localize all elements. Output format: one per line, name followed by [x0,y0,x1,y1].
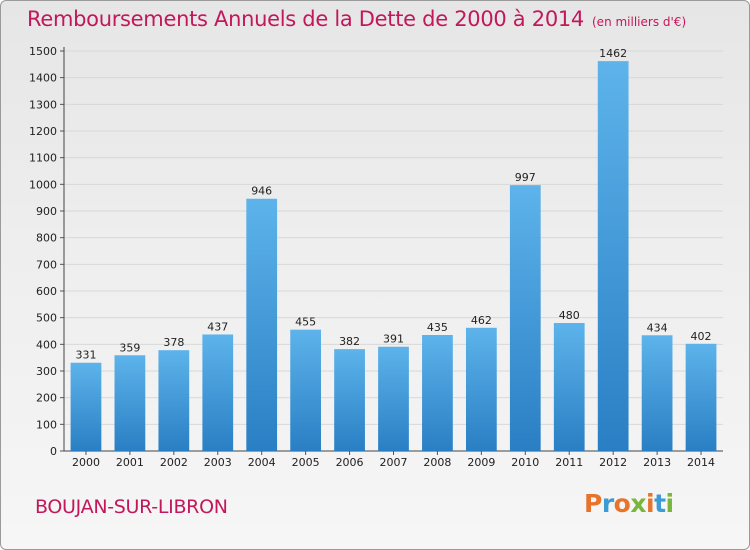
bar [70,362,102,451]
y-tick-label: 800 [36,232,57,245]
bar [685,343,717,451]
y-tick-label: 0 [50,445,57,458]
x-tick-label: 2000 [72,456,100,469]
logo-letter: r [601,489,614,518]
y-tick-label: 1400 [29,72,57,85]
bar [378,346,409,451]
bar [334,349,365,451]
bar [158,350,190,451]
y-tick-label: 100 [36,418,57,431]
y-tick-label: 400 [36,338,57,351]
x-tick-label: 2012 [599,456,627,469]
logo-letter: i [646,489,655,518]
chart-subtitle: (en milliers d'€) [592,15,687,29]
x-tick-label: 2003 [204,456,232,469]
data-label: 997 [515,171,536,184]
data-label: 462 [471,314,492,327]
data-label: 331 [75,349,96,362]
data-label: 435 [427,321,448,334]
x-tick-label: 2011 [555,456,583,469]
data-label: 1462 [599,47,627,60]
data-label: 480 [559,309,580,322]
x-tick-label: 2008 [423,456,451,469]
x-tick-label: 2010 [511,456,539,469]
proxiti-logo[interactable]: Proxiti [584,489,674,518]
y-tick-label: 600 [36,285,57,298]
bar [114,355,146,451]
y-tick-label: 1200 [29,125,57,138]
data-label: 382 [339,335,360,348]
x-tick-label: 2006 [336,456,364,469]
y-tick-label: 1000 [29,178,57,191]
y-tick-label: 900 [36,205,57,218]
bar [553,323,585,451]
x-tick-label: 2013 [643,456,671,469]
bar [509,185,541,451]
city-name: BOUJAN-SUR-LIBRON [35,496,228,518]
y-tick-label: 1300 [29,98,57,111]
logo-letter: P [584,489,602,518]
y-tick-label: 1100 [29,152,57,165]
logo-letter: t [654,489,666,518]
data-label: 455 [295,316,316,329]
title-text: Remboursements Annuels de la Dette de 20… [27,7,584,31]
x-tick-label: 2007 [380,456,408,469]
data-label: 402 [691,330,712,343]
logo-letter: o [613,489,631,518]
data-label: 359 [119,341,140,354]
y-tick-label: 300 [36,365,57,378]
bar [465,327,497,451]
x-tick-label: 2005 [292,456,320,469]
data-label: 946 [251,185,272,198]
data-label: 391 [383,333,404,346]
data-label: 437 [207,320,228,333]
x-tick-label: 2009 [467,456,495,469]
data-label: 434 [647,321,668,334]
x-tick-label: 2014 [687,456,715,469]
bar [246,198,278,451]
bar [202,334,234,451]
bar [290,329,322,451]
bar [641,335,673,451]
bar [422,335,453,451]
x-tick-label: 2001 [116,456,144,469]
y-tick-label: 1500 [29,45,57,58]
x-tick-label: 2004 [248,456,276,469]
y-tick-label: 700 [36,258,57,271]
logo-letter: x [630,489,646,518]
x-tick-label: 2002 [160,456,188,469]
data-label: 378 [163,336,184,349]
logo-letter: i [665,489,675,518]
bar [597,61,629,452]
y-tick-label: 200 [36,392,57,405]
y-tick-label: 500 [36,312,57,325]
chart-title: Remboursements Annuels de la Dette de 20… [27,7,686,31]
